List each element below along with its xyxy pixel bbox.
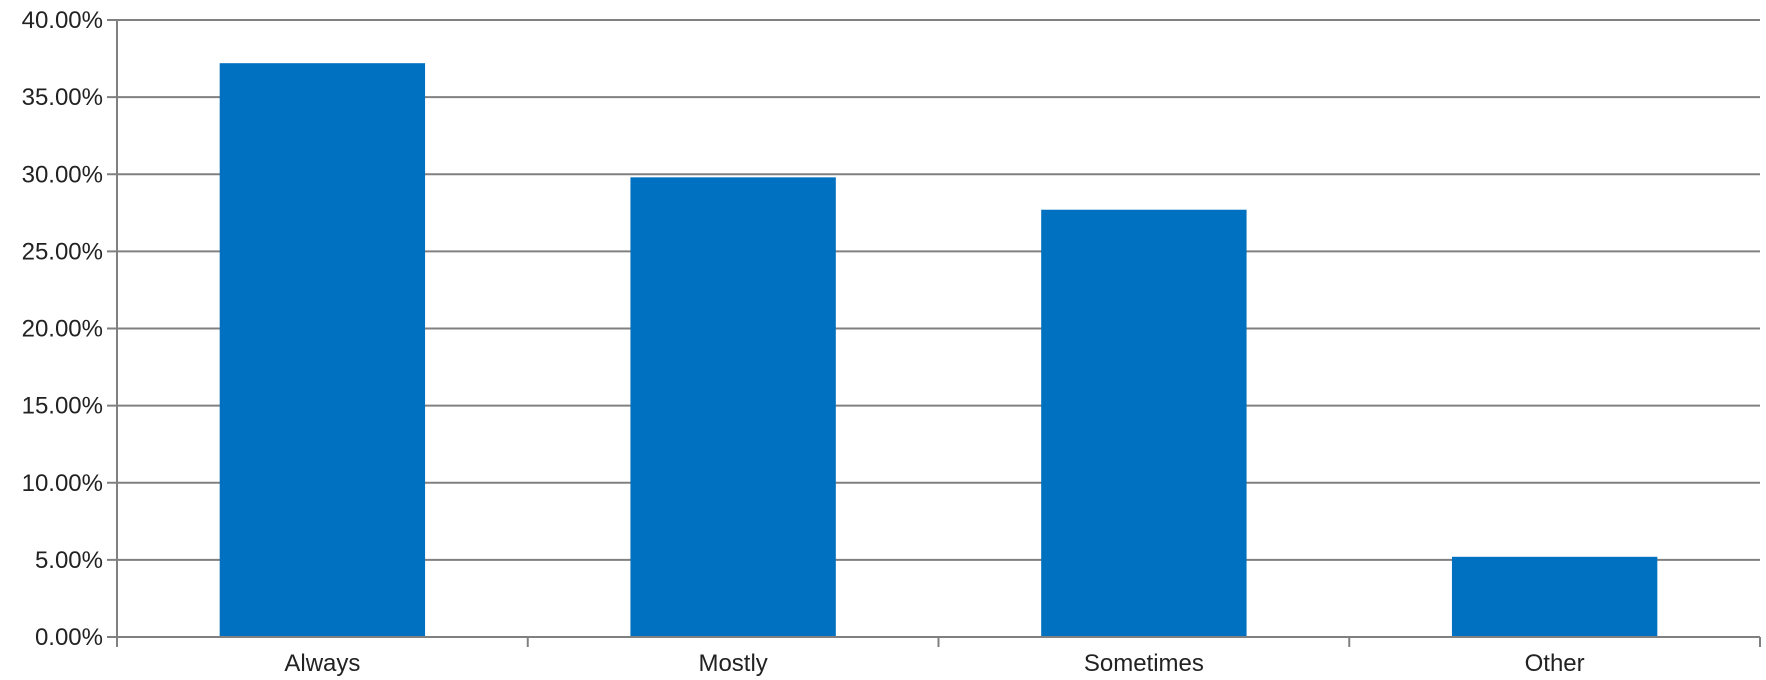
y-tick-label: 10.00% [22,470,103,497]
bar-other [1451,556,1658,637]
y-tick-labels: 0.00% 5.00% 10.00% 15.00% 20.00% 25.00% 30.00%… [22,7,103,651]
bar-sometimes [1041,209,1247,638]
y-tick-label: 30.00% [22,161,103,188]
x-tick-label: Always [284,650,360,677]
bars [219,63,1658,638]
y-tick-label: 25.00% [22,238,103,265]
axes [107,19,1761,647]
y-tick-label: 35.00% [22,84,103,111]
y-tick-label: 40.00% [22,7,103,34]
y-tick-label: 5.00% [35,547,103,574]
y-tick-label: 15.00% [22,393,103,420]
x-tick-label: Sometimes [1084,650,1204,677]
bar-always [219,63,426,637]
y-tick-label: 0.00% [35,624,103,651]
x-tick-label: Mostly [698,650,767,677]
y-tick-label: 20.00% [22,316,103,343]
x-tick-labels: Always Mostly Sometimes Other [284,650,1584,677]
x-tick-label: Other [1525,650,1585,677]
bar-mostly [630,177,836,637]
